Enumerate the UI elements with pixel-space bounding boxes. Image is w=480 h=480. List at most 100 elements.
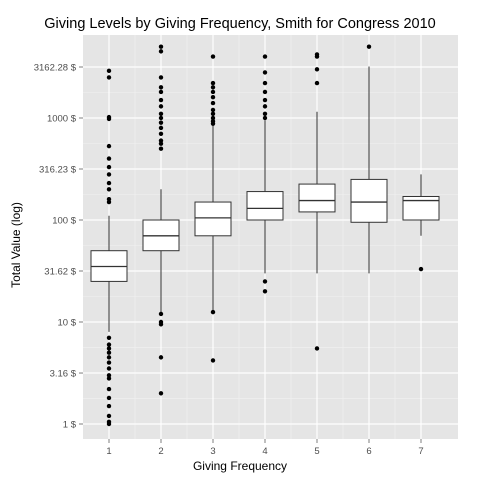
outlier-point bbox=[262, 80, 268, 86]
outlier-point bbox=[106, 180, 112, 186]
outlier-point bbox=[106, 164, 112, 170]
y-axis: 1 $ 3.16 $ 10 $ 31.62 $ 100 $ 316.23 $ 1000 $ 3… bbox=[34, 62, 83, 431]
outlier-point bbox=[106, 350, 112, 355]
y-tick-label: 10 $ bbox=[58, 318, 77, 329]
box bbox=[194, 201, 232, 237]
outlier-point bbox=[106, 335, 112, 340]
box-group-7 bbox=[402, 174, 440, 272]
outlier-point bbox=[314, 346, 320, 351]
outlier-point bbox=[314, 80, 320, 86]
outlier-point bbox=[262, 89, 268, 95]
outlier-point bbox=[106, 75, 112, 80]
outlier-point bbox=[106, 355, 112, 360]
x-axis-title: Giving Frequency bbox=[193, 459, 287, 473]
outlier-point bbox=[210, 85, 216, 90]
box-group-1 bbox=[90, 68, 128, 427]
outlier-point bbox=[158, 146, 164, 151]
outlier-point bbox=[158, 49, 164, 54]
outlier-point bbox=[262, 111, 268, 116]
outlier-point bbox=[210, 100, 216, 106]
outlier-point bbox=[158, 120, 164, 125]
outlier-point bbox=[210, 115, 216, 121]
x-tick-label: 3 bbox=[210, 446, 215, 457]
x-tick-label: 6 bbox=[366, 446, 371, 457]
box bbox=[350, 178, 388, 223]
outlier-point bbox=[158, 111, 164, 116]
outlier-point bbox=[366, 44, 372, 49]
y-tick-label: 316.23 $ bbox=[39, 164, 77, 175]
outlier-point bbox=[262, 279, 268, 284]
outlier-point bbox=[106, 403, 112, 409]
outlier-point bbox=[262, 70, 268, 75]
outlier-point bbox=[106, 342, 112, 347]
y-tick-label: 3.16 $ bbox=[50, 369, 77, 380]
boxes-layer bbox=[90, 44, 440, 427]
outlier-point bbox=[418, 266, 424, 272]
box-group-3 bbox=[194, 54, 232, 363]
outlier-point bbox=[158, 138, 164, 143]
outlier-point bbox=[158, 391, 164, 396]
outlier-point bbox=[106, 373, 112, 378]
outlier-point bbox=[106, 68, 112, 74]
outlier-point bbox=[158, 85, 164, 90]
outlier-point bbox=[158, 319, 164, 325]
chart-title: Giving Levels by Giving Frequency, Smith… bbox=[44, 16, 435, 32]
outlier-point bbox=[158, 355, 164, 360]
outlier-point bbox=[262, 54, 268, 59]
outlier-point bbox=[158, 311, 164, 317]
box bbox=[402, 195, 440, 221]
outlier-point bbox=[106, 360, 112, 365]
y-tick-label: 1 $ bbox=[63, 420, 77, 431]
outlier-point bbox=[210, 309, 216, 315]
outlier-point bbox=[210, 111, 216, 116]
y-axis-title: Total Value (log) bbox=[9, 202, 23, 288]
outlier-point bbox=[106, 196, 112, 202]
box bbox=[298, 183, 336, 213]
outlier-point bbox=[158, 141, 164, 146]
outlier-point bbox=[106, 143, 112, 149]
outlier-point bbox=[106, 413, 112, 419]
outlier-point bbox=[262, 104, 268, 109]
outlier-point bbox=[210, 358, 216, 363]
outlier-point bbox=[314, 67, 320, 72]
outlier-point bbox=[106, 386, 112, 392]
outlier-point bbox=[158, 115, 164, 121]
outlier-point bbox=[106, 156, 112, 161]
outlier-point bbox=[158, 44, 164, 49]
outlier-point bbox=[106, 376, 112, 381]
x-tick-label: 4 bbox=[262, 446, 267, 457]
outlier-point bbox=[210, 89, 216, 95]
box-group-5 bbox=[298, 52, 336, 351]
y-tick-label: 31.62 $ bbox=[44, 267, 76, 278]
outlier-point bbox=[158, 125, 164, 131]
x-tick-label: 7 bbox=[418, 446, 423, 457]
outlier-point bbox=[158, 75, 164, 80]
box-group-4 bbox=[246, 54, 284, 294]
outlier-point bbox=[210, 80, 216, 86]
outlier-point bbox=[210, 94, 216, 100]
outlier-point bbox=[106, 395, 112, 401]
outlier-point bbox=[106, 346, 112, 351]
outlier-point bbox=[158, 104, 164, 109]
outlier-point bbox=[262, 115, 268, 121]
outlier-point bbox=[314, 52, 320, 57]
x-axis: 1 2 3 4 5 6 7 bbox=[106, 439, 424, 457]
outlier-point bbox=[210, 54, 216, 59]
outlier-point bbox=[106, 366, 112, 371]
x-tick-label: 1 bbox=[106, 446, 111, 457]
outlier-point bbox=[262, 289, 268, 294]
plot-panel bbox=[83, 35, 458, 439]
box bbox=[246, 191, 284, 221]
outlier-point bbox=[106, 172, 112, 177]
outlier-point bbox=[158, 97, 164, 103]
y-tick-label: 100 $ bbox=[52, 216, 76, 227]
outlier-point bbox=[210, 119, 216, 124]
y-tick-label: 3162.28 $ bbox=[34, 62, 77, 73]
x-tick-label: 5 bbox=[314, 446, 319, 457]
outlier-point bbox=[158, 89, 164, 95]
box-group-6 bbox=[350, 44, 388, 274]
outlier-point bbox=[210, 107, 216, 113]
box-group-2 bbox=[142, 44, 180, 396]
outlier-point bbox=[106, 187, 112, 192]
y-tick-label: 1000 $ bbox=[47, 114, 77, 125]
